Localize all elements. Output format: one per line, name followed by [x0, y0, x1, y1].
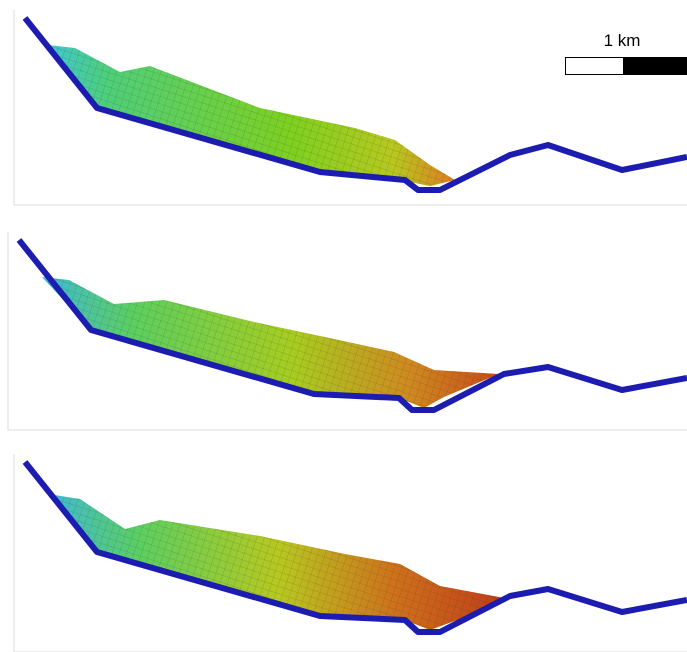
panel-frame: [13, 454, 687, 652]
scale-bar: 1 km: [565, 31, 687, 75]
panel-3: [13, 454, 687, 652]
scale-bar-label: 1 km: [604, 31, 641, 50]
panel-frame: [7, 232, 687, 431]
mesh: [48, 494, 510, 630]
terrain: [22, 16, 687, 193]
terrain: [16, 238, 687, 413]
terrain: [22, 460, 687, 635]
mesh: [48, 45, 455, 186]
scale-bar-white: [565, 57, 624, 75]
panel-frame: [13, 10, 687, 206]
mesh: [42, 277, 499, 408]
panel-2: [7, 232, 687, 431]
panel-1: [13, 10, 687, 206]
scale-bar-black: [623, 57, 687, 75]
